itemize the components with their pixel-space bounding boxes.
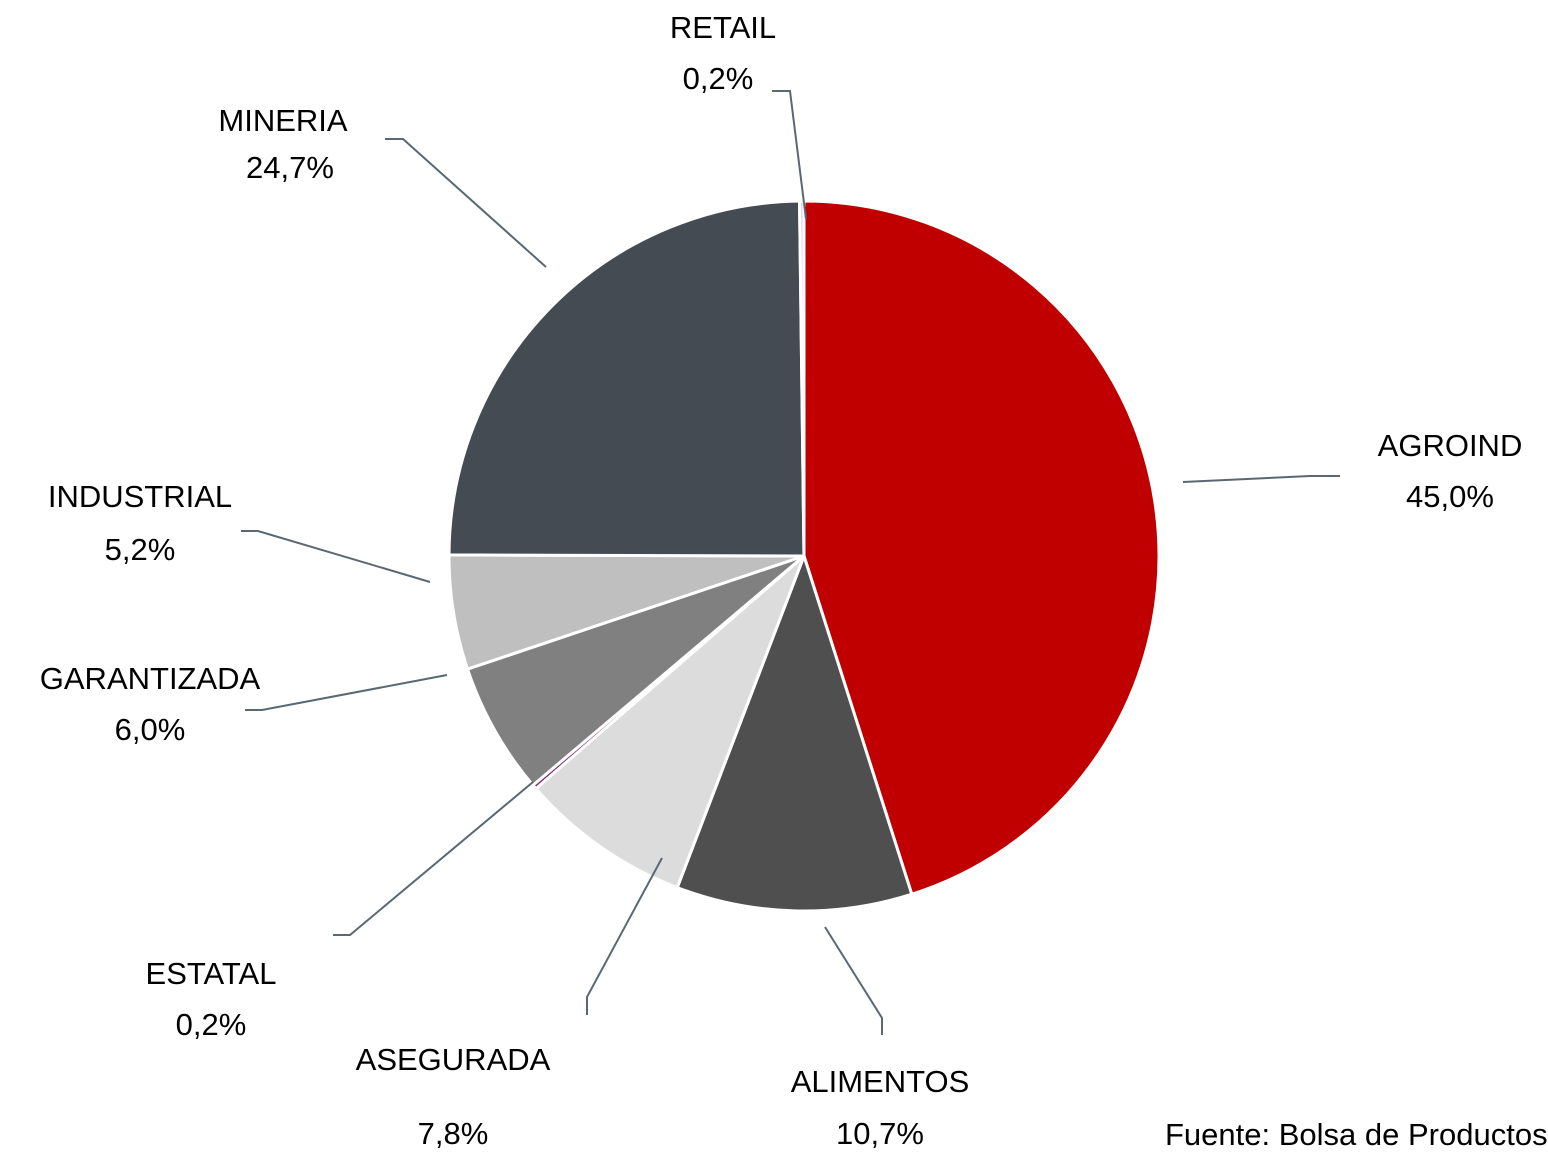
leader-line — [772, 90, 807, 220]
leader-line — [586, 857, 663, 1015]
leader-line — [1182, 475, 1340, 483]
leader-line — [241, 530, 431, 583]
pie-slice — [802, 199, 1161, 897]
slice-value-label: 0,2% — [683, 61, 754, 96]
slice-label: MINERIA — [218, 103, 348, 138]
slice-label: INDUSTRIAL — [48, 479, 232, 514]
slice-value-label: 6,0% — [115, 712, 186, 747]
leader-line — [245, 674, 448, 711]
leader-line — [824, 926, 883, 1035]
pie-slice — [533, 554, 806, 890]
pie-slice — [447, 199, 806, 558]
slice-value-label: 7,8% — [418, 1116, 489, 1151]
slice-label: RETAIL — [670, 10, 776, 45]
slice-value-label: 45,0% — [1406, 479, 1494, 514]
slice-value-label: 24,7% — [246, 150, 334, 185]
slice-label: AGROIND — [1378, 428, 1523, 463]
slice-value-label: 5,2% — [105, 532, 176, 567]
slice-label: GARANTIZADA — [40, 661, 261, 696]
slice-value-label: 0,2% — [176, 1007, 247, 1042]
leader-line — [385, 138, 547, 268]
slice-label: ALIMENTOS — [791, 1064, 970, 1099]
slice-label: ASEGURADA — [356, 1042, 551, 1077]
slice-label: ESTATAL — [146, 956, 277, 991]
slice-value-label: 10,7% — [836, 1116, 924, 1151]
pie-slice — [675, 551, 914, 913]
source-note: Fuente: Bolsa de Productos — [1165, 1117, 1548, 1152]
leader-line — [333, 781, 534, 936]
